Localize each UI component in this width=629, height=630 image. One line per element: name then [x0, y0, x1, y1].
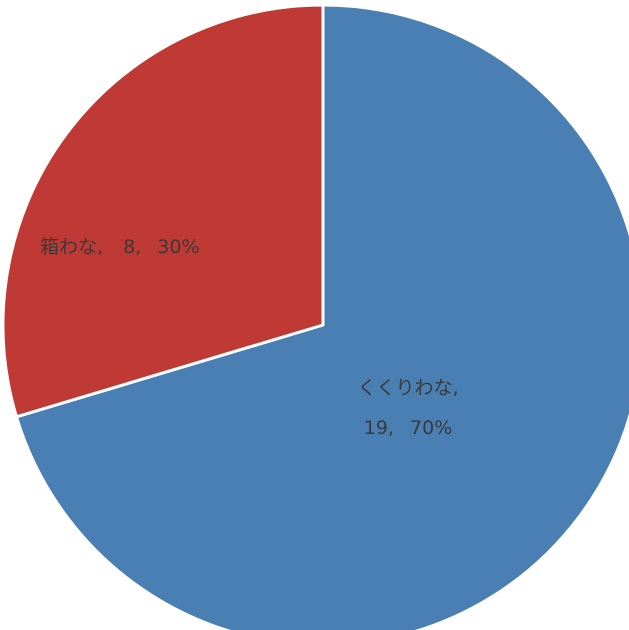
label-kukuri-wana-line1: くくりわな,: [357, 377, 458, 399]
label-kukuri-wana-value: 19,: [364, 417, 394, 439]
slice-kukuri-wana: [14, 3, 629, 630]
label-hako-wana: 箱わな, 8, 30%: [40, 236, 200, 258]
slice-hako-wana: [1, 3, 325, 419]
label-hako-wana-name: 箱わな,: [40, 236, 103, 258]
label-kukuri-wana-line2: 19, 70%: [364, 417, 453, 439]
pie-labels: くくりわな, 19, 70% 箱わな, 8, 30%: [40, 236, 459, 439]
pie-slices: [1, 3, 629, 630]
label-hako-wana-value: 8,: [123, 236, 141, 258]
label-kukuri-wana-percent: 70%: [410, 417, 452, 439]
label-hako-wana-percent: 30%: [157, 236, 199, 258]
